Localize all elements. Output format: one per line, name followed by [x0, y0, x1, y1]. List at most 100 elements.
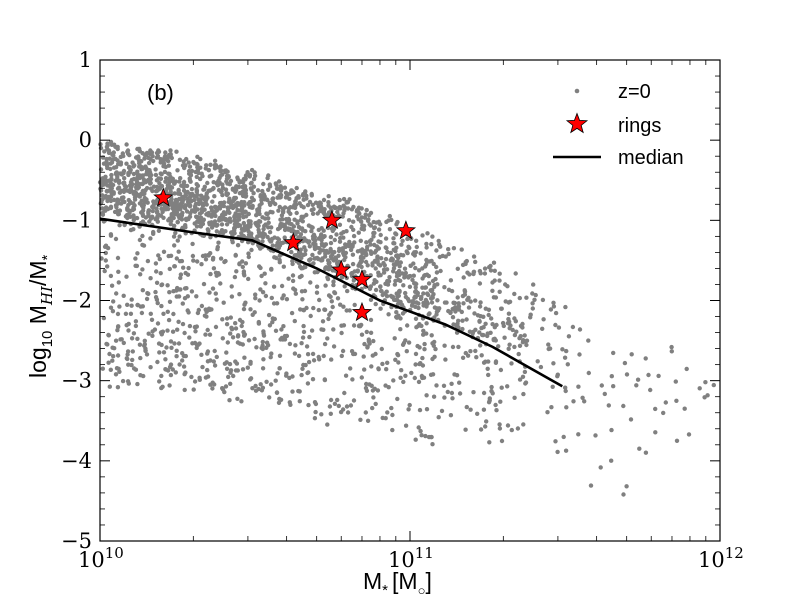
scatter-point: [116, 198, 121, 203]
scatter-point: [540, 326, 545, 331]
scatter-point: [387, 213, 392, 219]
scatter-point: [609, 458, 614, 463]
median-line: [99, 217, 563, 388]
scatter-point: [234, 361, 240, 366]
scatter-point: [246, 276, 251, 282]
scatter-point: [494, 408, 499, 413]
scatter-point: [412, 375, 417, 381]
scatter-point: [686, 432, 692, 437]
scatter-point: [520, 374, 526, 379]
scatter-point: [140, 267, 145, 272]
scatter-point: [146, 213, 151, 218]
scatter-point: [420, 233, 425, 238]
scatter-point: [413, 304, 418, 309]
scatter-point: [457, 391, 463, 396]
scatter-point: [140, 288, 145, 293]
x-tick-label-exponent: 10: [105, 544, 124, 562]
scatter-point: [117, 223, 122, 228]
scatter-point: [493, 402, 498, 408]
scatter-point: [214, 229, 219, 234]
scatter-point: [124, 161, 129, 166]
scatter-point: [167, 383, 172, 388]
scatter-point: [305, 381, 311, 386]
scatter-point: [264, 379, 269, 384]
scatter-point: [609, 374, 614, 379]
y-tick-label: 0: [79, 128, 92, 152]
scatter-point: [390, 294, 395, 300]
scatter-point: [396, 360, 401, 365]
scatter-point: [233, 185, 238, 191]
scatter-point: [177, 234, 182, 239]
scatter-point: [380, 361, 385, 367]
scatter-point: [161, 311, 166, 316]
scatter-point: [329, 299, 334, 304]
scatter-point: [383, 383, 388, 388]
scatter-point: [331, 279, 336, 284]
scatter-point: [368, 223, 374, 228]
scatter-point: [170, 329, 176, 334]
scatter-point: [222, 200, 227, 205]
scatter-point: [210, 286, 216, 291]
scatter-point: [378, 306, 383, 311]
scatter-point: [236, 212, 241, 217]
scatter-point: [361, 354, 366, 359]
scatter-point: [224, 360, 229, 365]
x-axis-title: M* [M○]: [363, 568, 432, 599]
scatter-point: [149, 317, 155, 322]
scatter-point: [303, 248, 308, 253]
scatter-point: [496, 344, 501, 349]
scatter-point: [214, 223, 219, 228]
scatter-point: [456, 344, 461, 350]
scatter-point: [226, 374, 231, 380]
scatter-point: [343, 242, 348, 247]
scatter-point: [471, 390, 476, 395]
scatter-point: [179, 215, 184, 220]
scatter-point: [430, 234, 435, 239]
scatter-point: [394, 259, 399, 265]
scatter-point: [477, 330, 482, 335]
scatter-point: [298, 232, 304, 237]
scatter-point: [361, 248, 366, 253]
scatter-point: [306, 359, 312, 365]
scatter-point: [415, 343, 420, 349]
scatter-point: [256, 227, 261, 233]
scatter-point: [159, 303, 164, 309]
scatter-point: [177, 259, 183, 264]
scatter-point: [174, 288, 179, 293]
scatter-point: [326, 194, 331, 199]
scatter-point: [163, 150, 168, 155]
scatter-point: [164, 207, 169, 212]
y-axis-title-prefix-sub: 10: [39, 331, 56, 348]
x-tick-label-exponent: 11: [415, 544, 434, 562]
scatter-point: [422, 341, 427, 347]
scatter-point: [109, 172, 114, 178]
scatter-point: [258, 287, 263, 292]
scatter-point: [523, 380, 529, 385]
scatter-point: [358, 417, 363, 422]
scatter-point: [249, 247, 254, 253]
scatter-point: [316, 354, 321, 360]
scatter-point: [465, 353, 471, 358]
scatter-point: [148, 236, 153, 241]
scatter-point: [413, 285, 418, 290]
scatter-point: [262, 194, 267, 199]
scatter-point: [297, 274, 303, 280]
scatter-point: [350, 261, 356, 267]
scatter-point: [412, 294, 418, 299]
scatter-point: [307, 334, 312, 340]
x-tick-label-base: 10: [388, 548, 415, 572]
scatter-point: [207, 174, 212, 179]
scatter-point: [143, 348, 148, 354]
scatter-point: [379, 346, 384, 352]
scatter-point: [332, 237, 337, 243]
scatter-point: [105, 206, 111, 212]
scatter-point: [348, 403, 354, 408]
x-tick-label-base: 10: [78, 548, 105, 572]
scatter-point: [335, 296, 341, 301]
scatter-point: [212, 166, 218, 171]
scatter-point: [431, 292, 436, 297]
scatter-point: [235, 396, 240, 401]
scatter-point: [341, 196, 347, 202]
scatter-point: [153, 289, 158, 295]
scatter-point: [258, 246, 263, 251]
